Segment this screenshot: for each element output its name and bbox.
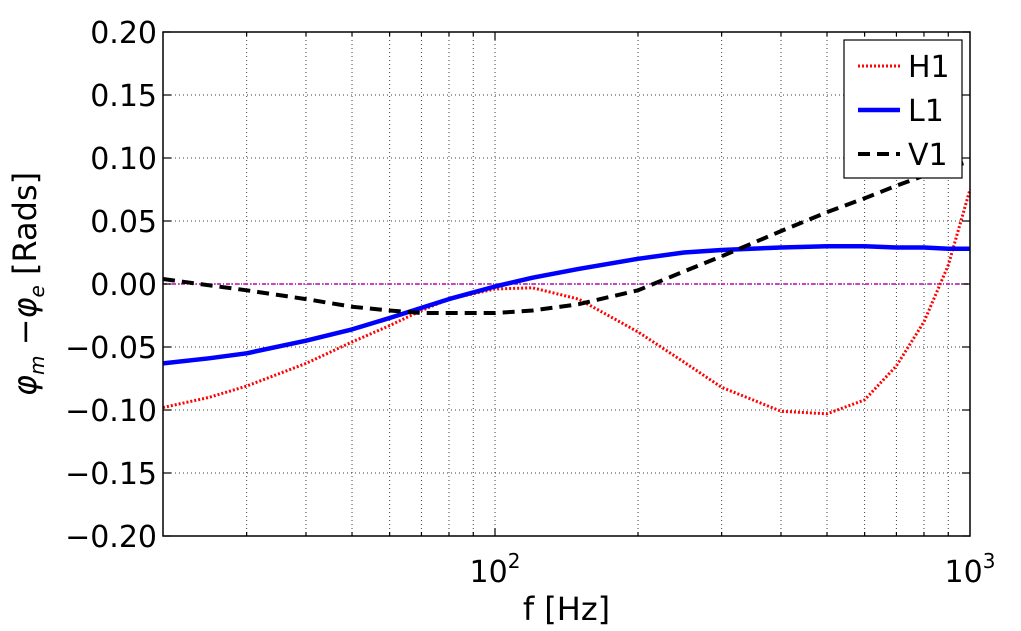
x-tick-label: 102 (470, 549, 521, 590)
y-tick-label: 0.00 (90, 268, 157, 303)
legend-label-v1: V1 (908, 138, 948, 173)
y-tick-label: 0.20 (90, 16, 157, 51)
y-tick-label: −0.20 (65, 520, 157, 555)
legend: H1 L1 V1 (843, 39, 963, 179)
y-tick-label: −0.10 (65, 394, 157, 429)
y-label-phi-m: φ (6, 375, 44, 396)
series-line-l1 (162, 243, 970, 366)
y-label-sub-e: e (25, 285, 49, 297)
y-tick-label: −0.15 (65, 457, 157, 492)
y-label-minus: − (6, 319, 44, 346)
y-tick-label: 0.10 (90, 142, 157, 177)
y-tick-label: 0.15 (90, 79, 157, 114)
y-label-sub-m: m (25, 356, 49, 375)
legend-label-l1: L1 (908, 94, 944, 129)
svg-text:φm −φe [Rads]: φm −φe [Rads] (6, 172, 49, 396)
legend-label-h1: H1 (908, 50, 950, 85)
y-label-unit: [Rads] (6, 172, 44, 275)
y-tick-label: −0.05 (65, 331, 157, 366)
grid-layer (163, 32, 970, 536)
ticks-layer: −0.20 −0.15 −0.10 −0.05 0.00 0.05 0.10 0.15 0.20… (65, 16, 995, 590)
y-label-phi-e: φ (6, 297, 44, 318)
series-line-v1 (162, 159, 971, 315)
y-axis-label: φm −φe [Rads] (6, 172, 49, 396)
series-layer (162, 159, 972, 416)
series-line-h1 (162, 189, 972, 416)
x-tick-label: 103 (945, 549, 996, 590)
legend-items: H1 L1 V1 (858, 50, 950, 173)
x-axis-label: f [Hz] (523, 590, 610, 628)
y-tick-label: 0.05 (90, 205, 157, 240)
